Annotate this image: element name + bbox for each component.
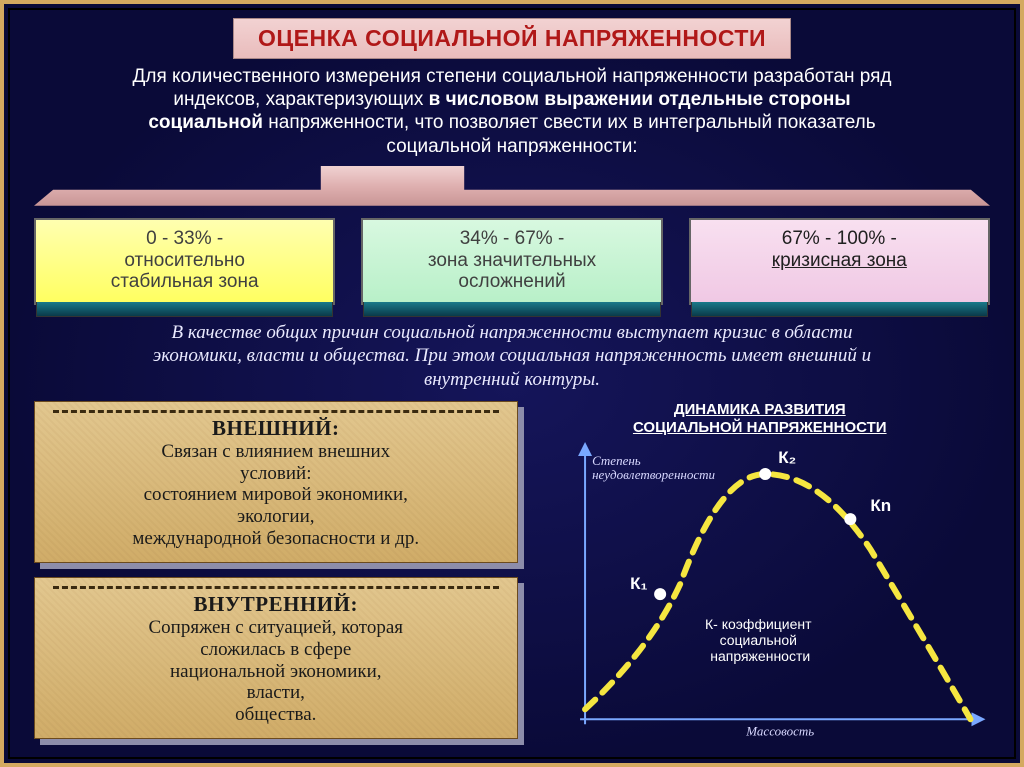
y-axis-label: Степень неудовлетворенности — [592, 453, 715, 482]
intro-line: Для количественного измерения степени со… — [132, 66, 891, 87]
chart-point — [654, 588, 666, 600]
box-line: Связан с влиянием внешних — [161, 441, 390, 462]
chart-title-line: СОЦИАЛЬНОЙ НАПРЯЖЕННОСТИ — [633, 419, 887, 436]
box-heading: ВНУТРЕННИЙ: — [53, 586, 499, 617]
chart-point-label: К₁ — [630, 574, 647, 593]
internal-box: ВНУТРЕННИЙ: Сопряжен с ситуацией, котора… — [34, 577, 518, 739]
chart-point-label: К₂ — [778, 448, 796, 467]
box-line: состоянием мировой экономики, — [144, 484, 408, 505]
zone-stable: 0 - 33% - относительно стабильная зона — [34, 218, 335, 306]
intro-line: напряженности, что позволяет свести их в… — [263, 112, 876, 133]
italic-paragraph: В качестве общих причин социальной напря… — [40, 321, 984, 391]
chart-title-line: ДИНАМИКА РАЗВИТИЯ — [674, 401, 846, 418]
box-line: экологии, — [237, 506, 315, 527]
chart-point-label: Кn — [870, 496, 891, 515]
intro-text: Для количественного измерения степени со… — [34, 65, 990, 158]
bell-curve — [585, 474, 970, 719]
zone-label: кризисная зона — [701, 250, 978, 272]
zone-crisis: 67% - 100% - кризисная зона — [689, 218, 990, 306]
zone-label: осложнений — [373, 271, 650, 293]
dynamics-chart: Степень неудовлетворенности Массовость К… — [530, 439, 990, 739]
zone-range: 34% - 67% - — [373, 228, 650, 250]
horizontal-bar-decoration — [34, 162, 990, 212]
chart-svg: Степень неудовлетворенности Массовость К… — [530, 439, 990, 739]
intro-line: индексов, характеризующих — [173, 89, 428, 110]
zone-range: 67% - 100% - — [701, 228, 978, 250]
external-box: ВНЕШНИЙ: Связан с влиянием внешних услов… — [34, 401, 518, 563]
slide-title: ОЦЕНКА СОЦИАЛЬНОЙ НАПРЯЖЕННОСТИ — [258, 25, 766, 52]
coefficient-label: К- коэффициент социальной напряженности — [705, 616, 815, 664]
zone-label: относительно — [46, 250, 323, 272]
intro-bold: социальной — [148, 112, 263, 133]
box-heading: ВНЕШНИЙ: — [53, 410, 499, 441]
italic-line: внутренний контуры. — [424, 369, 600, 390]
zone-significant: 34% - 67% - зона значительных осложнений — [361, 218, 662, 306]
chart-point — [759, 468, 771, 480]
x-axis-label: Массовость — [745, 723, 814, 738]
chart-point — [844, 513, 856, 525]
italic-line: В качестве общих причин социальной напря… — [172, 322, 853, 343]
box-line: общества. — [235, 704, 316, 725]
box-line: международной безопасности и др. — [132, 528, 419, 549]
slide-title-bar: ОЦЕНКА СОЦИАЛЬНОЙ НАПРЯЖЕННОСТИ — [233, 18, 791, 59]
zone-label: зона значительных — [373, 250, 650, 272]
zone-row: 0 - 33% - относительно стабильная зона 3… — [34, 218, 990, 306]
chart-title: ДИНАМИКА РАЗВИТИЯ СОЦИАЛЬНОЙ НАПРЯЖЕННОС… — [530, 401, 990, 437]
intro-bold: в числовом выражении отдельные стороны — [429, 89, 851, 110]
box-line: Сопряжен с ситуацией, которая — [149, 617, 404, 638]
box-line: национальной экономики, — [170, 661, 382, 682]
italic-line: экономики, власти и общества. При этом с… — [153, 345, 871, 366]
zone-label: стабильная зона — [46, 271, 323, 293]
box-line: сложилась в сфере — [200, 639, 351, 660]
box-line: условий: — [240, 463, 312, 484]
box-line: власти, — [247, 682, 305, 703]
intro-line: социальной напряженности: — [386, 136, 637, 157]
zone-range: 0 - 33% - — [46, 228, 323, 250]
